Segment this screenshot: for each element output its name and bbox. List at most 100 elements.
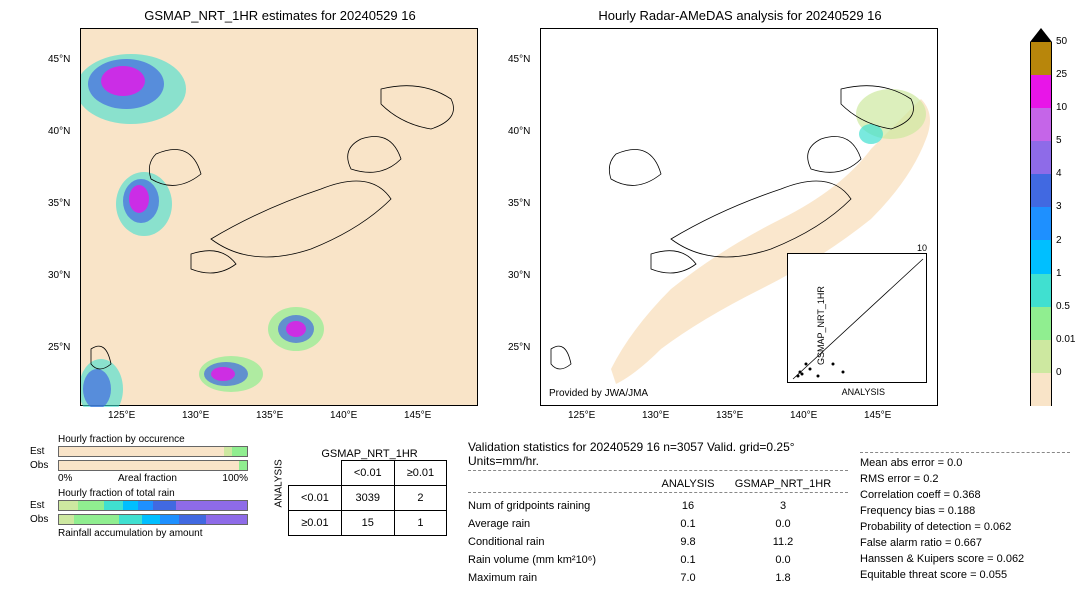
error-divider bbox=[860, 452, 1070, 453]
hbar-row: Est bbox=[30, 499, 260, 512]
colorbar-level: 10 bbox=[1056, 102, 1067, 113]
validation-blank bbox=[468, 478, 648, 490]
left-ytick-2: 35°N bbox=[48, 198, 70, 209]
validation-row: Rain volume (mm km²10⁶)0.10.0 bbox=[468, 551, 848, 569]
right-map-panel: Provided by JWA/JMA GSMAP_NRT_1HR ANALYS… bbox=[540, 28, 938, 406]
right-ytick-1: 30°N bbox=[508, 270, 530, 281]
colorbar-top-tri bbox=[1030, 28, 1052, 42]
error-row: Correlation coeff = 0.368 bbox=[860, 487, 1070, 503]
hbar-seg bbox=[104, 501, 123, 510]
total-bars: Est Obs bbox=[30, 499, 260, 526]
validation-row: Num of gridpoints raining163 bbox=[468, 497, 848, 515]
validation-val-a: 16 bbox=[648, 500, 728, 512]
ctable-col1: ≥0.01 bbox=[394, 461, 446, 486]
left-ytick-3: 40°N bbox=[48, 126, 70, 137]
hbar-seg bbox=[153, 501, 176, 510]
ctable-c11: 1 bbox=[394, 511, 446, 536]
scatter-svg bbox=[788, 254, 928, 384]
hbar-label: Est bbox=[30, 446, 58, 457]
colorbar-seg bbox=[1030, 207, 1052, 240]
validation-label: Average rain bbox=[468, 518, 648, 530]
colorbar-seg bbox=[1030, 240, 1052, 273]
error-row: Frequency bias = 0.188 bbox=[860, 503, 1070, 519]
scatter-xlabel: ANALYSIS bbox=[842, 387, 885, 397]
colorbar-level: 4 bbox=[1056, 168, 1062, 179]
hbar-row: Obs bbox=[30, 513, 260, 526]
hourly-fraction-occurrence: Hourly fraction by occurence EstObs 0% A… bbox=[30, 434, 260, 539]
ctable-ylabel: ANALYSIS bbox=[274, 489, 285, 507]
colorbar-level: 25 bbox=[1056, 69, 1067, 80]
hbar-seg bbox=[59, 447, 224, 456]
right-xtick-0: 125°E bbox=[568, 410, 595, 421]
hbar-track bbox=[58, 446, 248, 457]
left-xtick-0: 125°E bbox=[108, 410, 135, 421]
ctable-col0: <0.01 bbox=[341, 461, 394, 486]
hbar-track bbox=[58, 500, 248, 511]
left-ytick-4: 45°N bbox=[48, 54, 70, 65]
validation-row: Conditional rain9.811.2 bbox=[468, 533, 848, 551]
hbar-seg bbox=[142, 515, 161, 524]
colorbar-seg bbox=[1030, 174, 1052, 207]
occ-title: Hourly fraction by occurence bbox=[58, 434, 260, 445]
colorbar-seg bbox=[1030, 75, 1052, 108]
right-xtick-1: 130°E bbox=[642, 410, 669, 421]
colorbar-seg bbox=[1030, 373, 1052, 406]
error-row: Mean abs error = 0.0 bbox=[860, 455, 1070, 471]
hbar-seg bbox=[179, 515, 205, 524]
hbar-seg bbox=[74, 515, 119, 524]
validation-val-a: 9.8 bbox=[648, 536, 728, 548]
hbar-seg bbox=[206, 515, 247, 524]
colorbar-level: 3 bbox=[1056, 201, 1062, 212]
hbar-seg bbox=[59, 515, 74, 524]
left-map-panel bbox=[80, 28, 478, 406]
hbar-label: Obs bbox=[30, 514, 58, 525]
right-ytick-2: 35°N bbox=[508, 198, 530, 209]
figure-root: GSMAP_NRT_1HR estimates for 20240529 16 bbox=[0, 0, 1080, 612]
colorbar-seg bbox=[1030, 42, 1052, 75]
pct100: 100% bbox=[222, 473, 248, 484]
error-row: Equitable threat score = 0.055 bbox=[860, 567, 1070, 583]
hbar-label: Est bbox=[30, 500, 58, 511]
right-map-title: Hourly Radar-AMeDAS analysis for 2024052… bbox=[540, 8, 940, 23]
colorbar-level: 0.5 bbox=[1056, 301, 1070, 312]
hbar-seg bbox=[176, 501, 247, 510]
left-xtick-4: 145°E bbox=[404, 410, 431, 421]
right-xtick-3: 140°E bbox=[790, 410, 817, 421]
validation-title: Validation statistics for 20240529 16 n=… bbox=[468, 440, 848, 468]
hbar-seg bbox=[224, 447, 232, 456]
error-rows: Mean abs error = 0.0RMS error = 0.2Corre… bbox=[860, 455, 1070, 583]
validation-row: Maximum rain7.01.8 bbox=[468, 569, 848, 587]
left-ytick-0: 25°N bbox=[48, 342, 70, 353]
hbar-seg bbox=[232, 447, 247, 456]
colorbar-level: 0 bbox=[1056, 367, 1062, 378]
right-ytick-0: 25°N bbox=[508, 342, 530, 353]
left-map-title: GSMAP_NRT_1HR estimates for 20240529 16 bbox=[80, 8, 480, 23]
error-row: Hanssen & Kuipers score = 0.062 bbox=[860, 551, 1070, 567]
validation-val-a: 7.0 bbox=[648, 572, 728, 584]
validation-val-a: 0.1 bbox=[648, 518, 728, 530]
hbar-seg bbox=[239, 461, 247, 470]
validation-label: Maximum rain bbox=[468, 572, 648, 584]
validation-val-a: 0.1 bbox=[648, 554, 728, 566]
colorbar-seg bbox=[1030, 340, 1052, 373]
right-ytick-4: 45°N bbox=[508, 54, 530, 65]
right-xtick-4: 145°E bbox=[864, 410, 891, 421]
error-row: RMS error = 0.2 bbox=[860, 471, 1070, 487]
colorbar-segments bbox=[1030, 42, 1052, 406]
ctable-row1: ≥0.01 bbox=[289, 511, 342, 536]
total-title: Hourly fraction of total rain bbox=[58, 488, 260, 499]
hbar-label: Obs bbox=[30, 460, 58, 471]
ctable-c00: 3039 bbox=[341, 486, 394, 511]
hbar-seg bbox=[59, 501, 78, 510]
hbar-row: Obs bbox=[30, 459, 260, 472]
colorbar-level: 5 bbox=[1056, 135, 1062, 146]
validation-label: Rain volume (mm km²10⁶) bbox=[468, 554, 648, 566]
validation-rows: Num of gridpoints raining163 Average rain… bbox=[468, 497, 848, 587]
colorbar-level: 1 bbox=[1056, 268, 1062, 279]
hbar-seg bbox=[119, 515, 142, 524]
left-ytick-1: 30°N bbox=[48, 270, 70, 281]
left-xtick-1: 130°E bbox=[182, 410, 209, 421]
colorbar-level: 0.01 bbox=[1056, 334, 1075, 345]
validation-val-b: 1.8 bbox=[728, 572, 838, 584]
validation-col2: GSMAP_NRT_1HR bbox=[728, 478, 838, 490]
